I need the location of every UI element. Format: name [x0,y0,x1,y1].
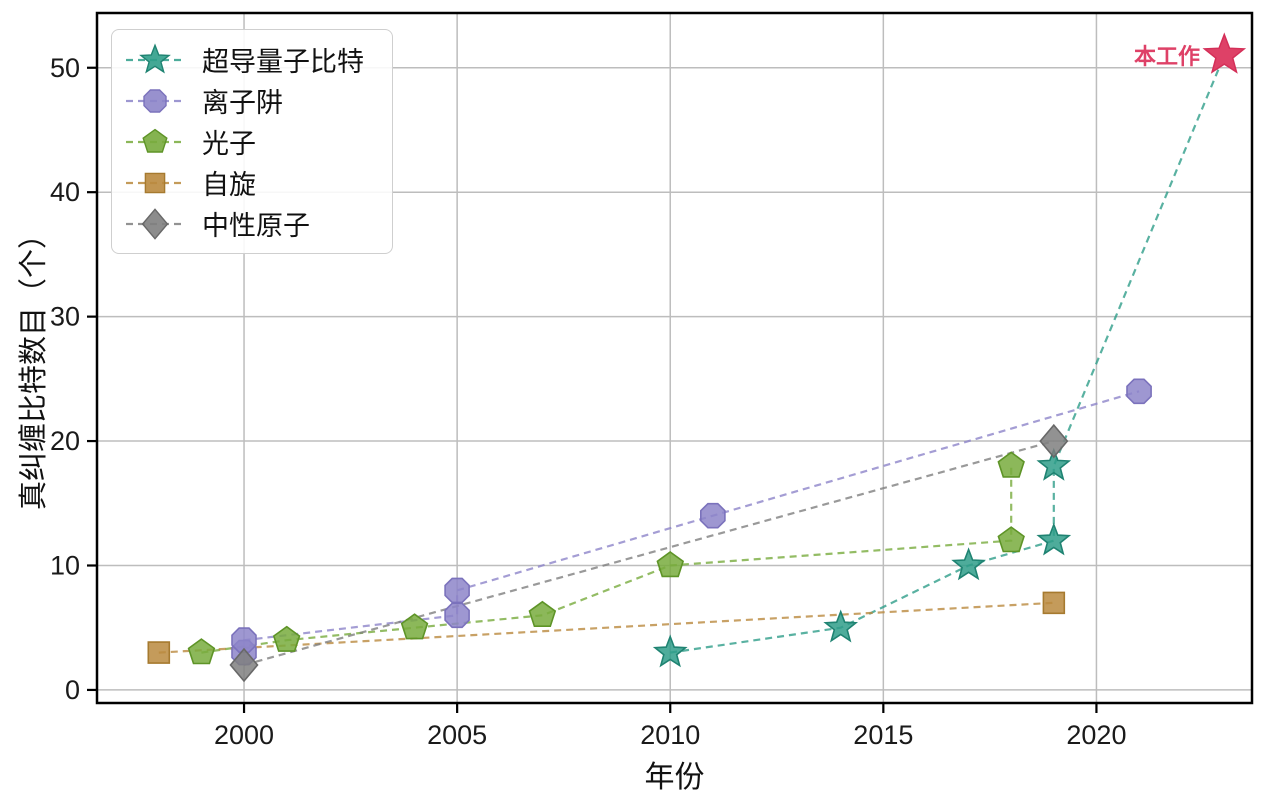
marker-superconducting-qubits [652,634,688,668]
series-line-spin [158,601,1054,654]
spin-square-icon [126,172,184,193]
legend-label: 离子阱 [202,88,283,118]
x-tick-label: 2010 [640,720,700,750]
legend-item-superconducting-qubits: 超导量子比特 [124,39,378,80]
marker-spin [147,641,171,664]
marker-photon [656,551,685,578]
series-line-photon [201,465,1013,654]
marker-photon [997,451,1025,478]
marker-superconducting-qubits [1036,522,1072,556]
marker-superconducting-qubits [951,547,986,581]
marker-ion-trap [1126,378,1152,405]
marker-ion-trap [444,602,470,629]
x-tick-label: 2005 [427,720,487,750]
y-tick-label: 30 [50,302,80,332]
legend-item-spin: 自旋 [124,162,378,203]
marker-photon [528,600,557,627]
annotation-this-work: 本工作 [1133,44,1200,69]
superconducting-qubits-star-icon [126,42,184,73]
marker-spin [1042,591,1066,615]
x-axis-label: 年份 [644,761,705,794]
legend-item-ion-trap: 离子阱 [124,80,378,121]
marker-superconducting-qubits [1036,447,1072,481]
y-tick-label: 10 [50,550,80,580]
marker-superconducting-qubits [823,609,859,643]
y-axis-label: 真纠缠比特数目（个） [18,219,50,511]
x-tick-label: 2015 [853,720,913,750]
photon-pentagon-icon [126,128,184,153]
series-line-superconducting-qubits [670,54,1226,654]
legend: 超导量子比特 离子阱光子自旋中性原子 [111,29,393,254]
marker-ion-trap [700,502,726,529]
marker-neutral-atom [229,647,259,683]
x-tick-label: 2000 [214,720,274,750]
marker-photon [997,526,1025,553]
legend-item-photon: 光子 [124,121,378,162]
y-tick-label: 20 [50,426,80,456]
marker-photon [187,638,216,665]
y-tick-label: 40 [50,177,80,207]
neutral-atom-diamond-icon [126,207,184,240]
legend-label: 光子 [202,129,256,159]
ion-trap-octagon-icon [126,88,184,113]
legend-label: 自旋 [202,170,256,200]
series-line-ion-trap [242,390,1140,653]
y-tick-label: 0 [65,675,80,705]
plot-border [95,11,1254,705]
legend-item-neutral-atom: 中性原子 [124,203,378,244]
this-work-star-icon [1202,32,1247,74]
marker-ion-trap [444,577,470,604]
x-tick-label: 2020 [1066,720,1126,750]
marker-photon [400,613,429,640]
legend-label: 超导量子比特 [202,47,364,77]
marker-neutral-atom [1039,423,1069,459]
series-line-neutral-atom [243,440,1055,667]
y-tick-label: 50 [50,53,80,83]
legend-label: 中性原子 [202,211,310,241]
marker-photon [272,625,301,652]
